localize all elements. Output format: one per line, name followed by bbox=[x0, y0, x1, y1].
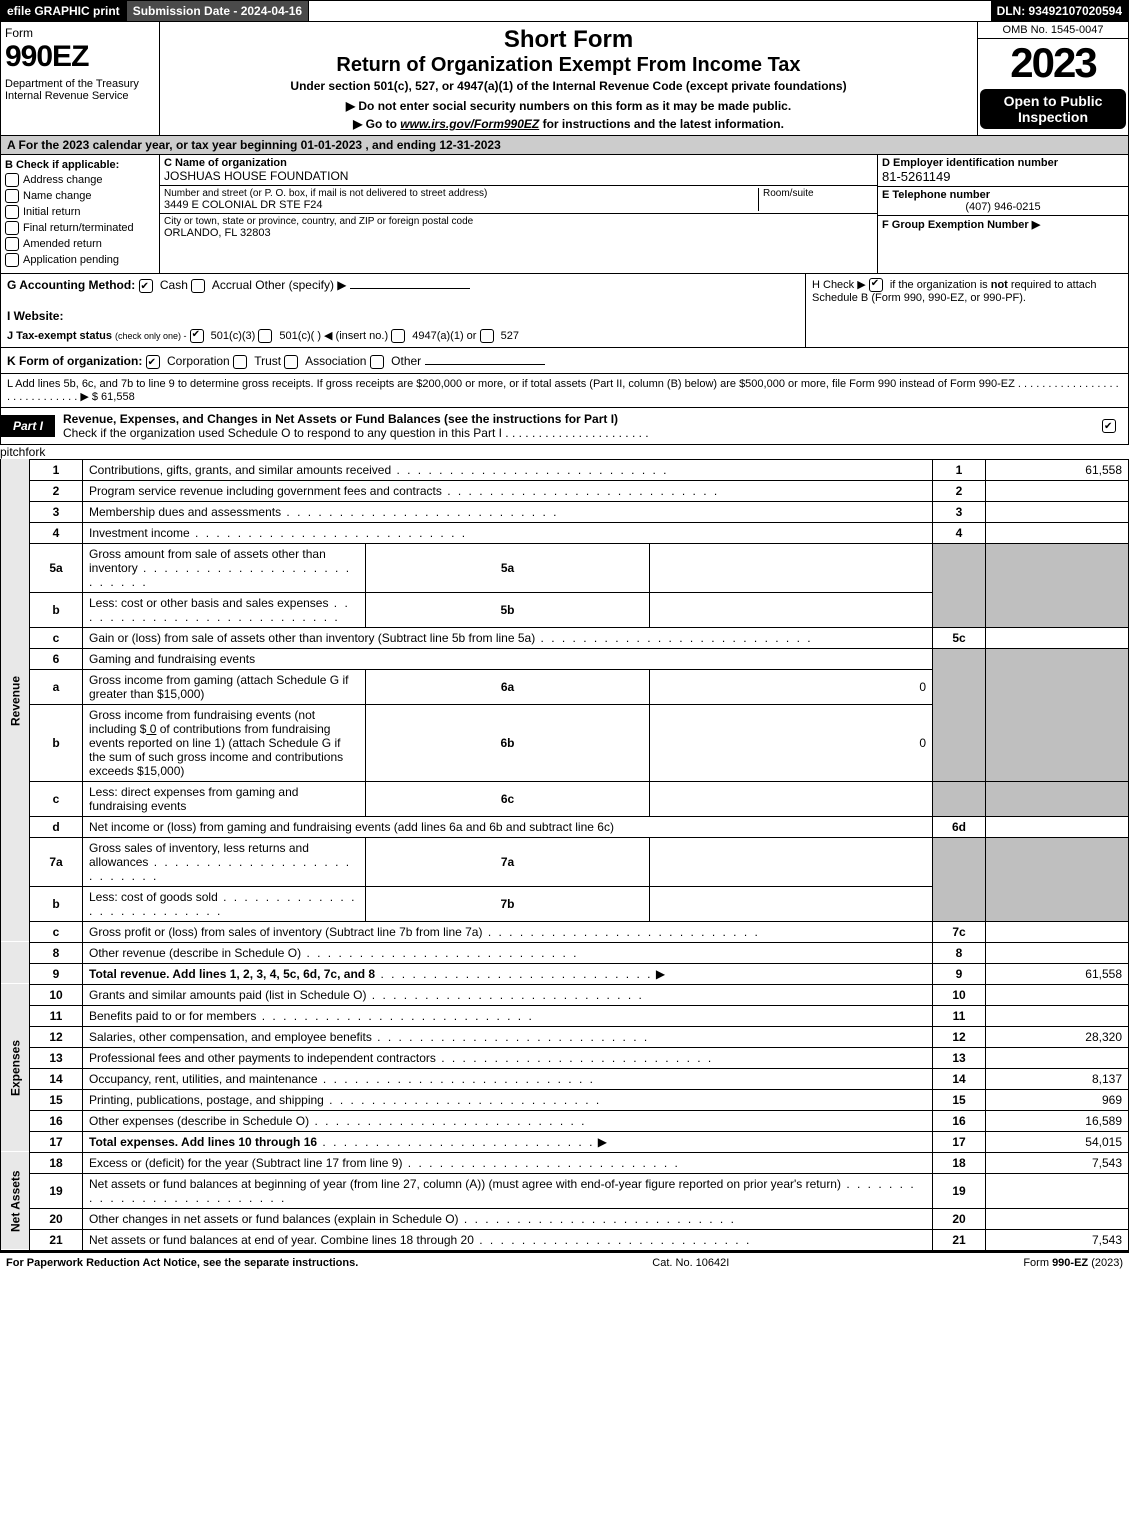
g-label: G Accounting Method: bbox=[7, 278, 135, 292]
column-c: C Name of organization JOSHUAS HOUSE FOU… bbox=[160, 155, 878, 273]
section-bcdef: B Check if applicable: Address change Na… bbox=[0, 155, 1129, 274]
checkbox-application-pending[interactable]: Application pending bbox=[5, 253, 155, 267]
do-not-enter-text: Do not enter social security numbers on … bbox=[168, 99, 969, 113]
topbar-spacer bbox=[309, 1, 990, 21]
goto-text: Go to www.irs.gov/Form990EZ for instruct… bbox=[168, 117, 969, 131]
checkbox-cash[interactable] bbox=[139, 279, 153, 293]
part-1-schedule-o-checkbox[interactable] bbox=[1102, 418, 1120, 433]
g-accounting-method: G Accounting Method: Cash Accrual Other … bbox=[1, 274, 805, 347]
line-14-value: 8,137 bbox=[986, 1068, 1129, 1089]
goto-link[interactable]: www.irs.gov/Form990EZ bbox=[400, 117, 539, 131]
checkbox-accrual[interactable] bbox=[191, 279, 205, 293]
line-16-value: 16,589 bbox=[986, 1110, 1129, 1131]
column-b: B Check if applicable: Address change Na… bbox=[1, 155, 160, 273]
checkbox-association[interactable] bbox=[284, 355, 298, 369]
return-title: Return of Organization Exempt From Incom… bbox=[168, 54, 969, 77]
tax-year: 2023 bbox=[978, 39, 1128, 87]
part-1-title: Revenue, Expenses, and Changes in Net As… bbox=[55, 408, 1102, 444]
checkbox-name-change[interactable]: Name change bbox=[5, 189, 155, 203]
form-header: Form 990EZ Department of the Treasury In… bbox=[0, 22, 1129, 136]
checkbox-amended-return[interactable]: Amended return bbox=[5, 237, 155, 251]
line-15-value: 969 bbox=[986, 1089, 1129, 1110]
form-word: Form bbox=[5, 26, 155, 40]
header-right: OMB No. 1545-0047 2023 Open to Public In… bbox=[978, 22, 1128, 135]
line-18-value: 7,543 bbox=[986, 1152, 1129, 1173]
department-label: Department of the Treasury Internal Reve… bbox=[5, 78, 155, 102]
line-a: A For the 2023 calendar year, or tax yea… bbox=[0, 136, 1129, 155]
part-1-header: Part I Revenue, Expenses, and Changes in… bbox=[0, 408, 1129, 445]
header-center: Short Form Return of Organization Exempt… bbox=[160, 22, 978, 135]
organization-name: JOSHUAS HOUSE FOUNDATION bbox=[164, 169, 873, 183]
under-section-text: Under section 501(c), 527, or 4947(a)(1)… bbox=[168, 79, 969, 93]
other-specify-line[interactable] bbox=[350, 288, 470, 289]
j-tax-exempt-label: J Tax-exempt status bbox=[7, 330, 115, 342]
address-label: Number and street (or P. O. box, if mail… bbox=[164, 188, 758, 199]
revenue-label: Revenue bbox=[1, 459, 30, 942]
submission-date: Submission Date - 2024-04-16 bbox=[127, 1, 309, 21]
top-bar: efile GRAPHIC print Submission Date - 20… bbox=[0, 0, 1129, 22]
checkbox-address-change[interactable]: Address change bbox=[5, 173, 155, 187]
line-21-value: 7,543 bbox=[986, 1229, 1129, 1250]
checkbox-501c[interactable] bbox=[258, 329, 272, 343]
city-label: City or town, state or province, country… bbox=[164, 216, 873, 227]
checkbox-final-return[interactable]: Final return/terminated bbox=[5, 221, 155, 235]
checkbox-501c3[interactable] bbox=[190, 329, 204, 343]
header-left: Form 990EZ Department of the Treasury In… bbox=[1, 22, 160, 135]
other-org-line[interactable] bbox=[425, 352, 545, 365]
short-form-title: Short Form bbox=[168, 26, 969, 54]
net-assets-label: Net Assets bbox=[1, 1152, 30, 1250]
b-header: B Check if applicable: bbox=[5, 159, 155, 171]
f-group-exemption-label: F Group Exemption Number ▶ bbox=[882, 218, 1124, 231]
form-number: 990EZ bbox=[5, 40, 155, 74]
expenses-label: Expenses bbox=[1, 984, 30, 1152]
checkbox-schedule-b-not-required[interactable] bbox=[869, 278, 883, 292]
row-g-h: G Accounting Method: Cash Accrual Other … bbox=[0, 274, 1129, 348]
page-footer: For Paperwork Reduction Act Notice, see … bbox=[0, 1251, 1129, 1273]
checkbox-527[interactable] bbox=[480, 329, 494, 343]
total-expenses-value: 54,015 bbox=[986, 1131, 1129, 1152]
checkbox-other-org[interactable] bbox=[370, 355, 384, 369]
line-1-value: 61,558 bbox=[986, 459, 1129, 480]
room-suite-label: Room/suite bbox=[758, 188, 873, 211]
telephone-value: (407) 946-0215 bbox=[882, 201, 1124, 213]
c-name-label: C Name of organization bbox=[164, 157, 873, 169]
footer-right: Form 990-EZ (2023) bbox=[1023, 1257, 1123, 1269]
checkbox-initial-return[interactable]: Initial return bbox=[5, 205, 155, 219]
e-telephone-label: E Telephone number bbox=[882, 189, 1124, 201]
row-l: L Add lines 5b, 6c, and 7b to line 9 to … bbox=[0, 374, 1129, 408]
total-revenue-value: 61,558 bbox=[986, 963, 1129, 984]
street-address: 3449 E COLONIAL DR STE F24 bbox=[164, 199, 758, 211]
line-12-value: 28,320 bbox=[986, 1026, 1129, 1047]
row-k: K Form of organization: Corporation Trus… bbox=[0, 348, 1129, 374]
efile-label[interactable]: efile GRAPHIC print bbox=[1, 1, 127, 21]
checkbox-4947a1[interactable] bbox=[391, 329, 405, 343]
checkbox-trust[interactable] bbox=[233, 355, 247, 369]
omb-number: OMB No. 1545-0047 bbox=[978, 22, 1128, 39]
d-ein-label: D Employer identification number bbox=[882, 157, 1124, 169]
footer-left: For Paperwork Reduction Act Notice, see … bbox=[6, 1257, 358, 1269]
part-1-tab: Part I bbox=[1, 415, 55, 437]
i-website-label: I Website: bbox=[7, 309, 63, 323]
lines-table: Revenue 1 Contributions, gifts, grants, … bbox=[0, 459, 1129, 1251]
footer-center: Cat. No. 10642I bbox=[652, 1257, 729, 1269]
city-state-zip: ORLANDO, FL 32803 bbox=[164, 227, 873, 239]
goto-post: for instructions and the latest informat… bbox=[543, 117, 784, 131]
gross-receipts-value: 61,558 bbox=[101, 391, 135, 403]
dln-label: DLN: 93492107020594 bbox=[991, 1, 1128, 21]
k-label: K Form of organization: bbox=[7, 354, 142, 368]
goto-pre: Go to bbox=[366, 117, 401, 131]
open-to-public-box: Open to Public Inspection bbox=[980, 89, 1126, 129]
column-def: D Employer identification number 81-5261… bbox=[878, 155, 1128, 273]
ein-value: 81-5261149 bbox=[882, 169, 1124, 184]
checkbox-corporation[interactable] bbox=[146, 355, 160, 369]
line-1-desc: Contributions, gifts, grants, and simila… bbox=[83, 459, 933, 480]
h-check-schedule-b: H Check ▶ if the organization is not req… bbox=[805, 274, 1128, 347]
